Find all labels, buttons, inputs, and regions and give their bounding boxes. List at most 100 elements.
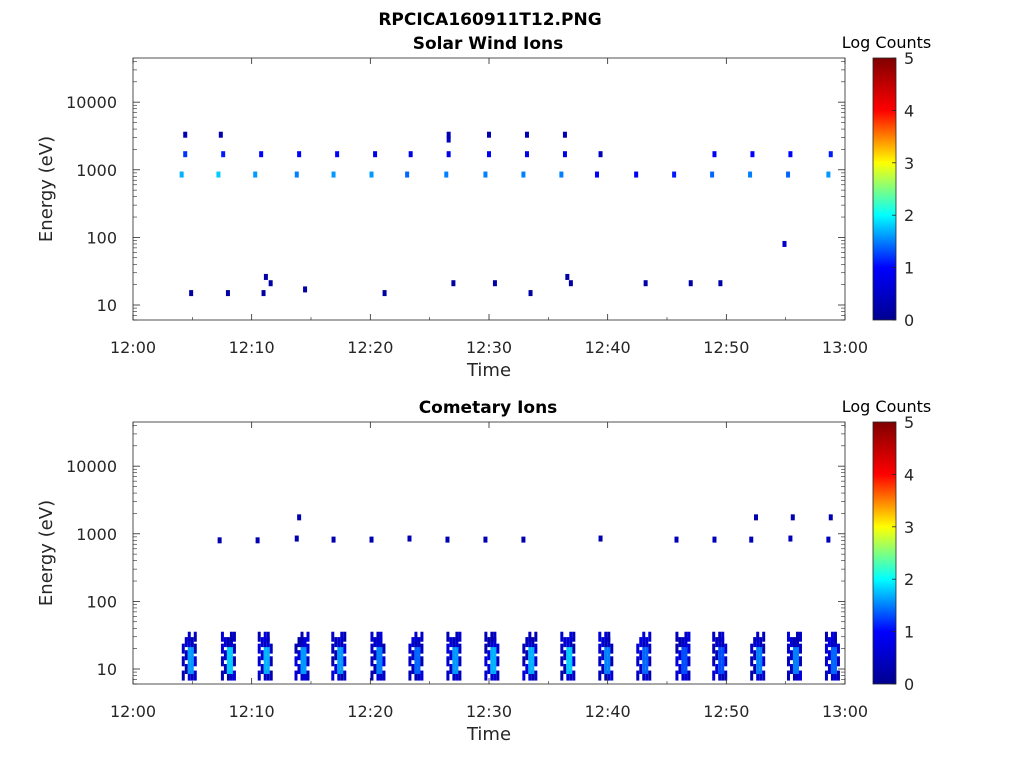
heatmap-cell [303,286,308,293]
heatmap-cell [786,171,791,178]
burst-cell [331,631,335,642]
burst-cell [792,670,796,681]
burst-cell [490,631,494,642]
burst-cell [414,637,418,648]
burst-cell [795,643,799,654]
burst-cell [569,650,573,661]
burst-cell [718,650,722,661]
heatmap-cell [369,536,374,543]
burst-cell [569,670,573,681]
burst-cell [753,650,757,661]
heatmap-cell [568,280,573,287]
x-tick-label: 12:10 [229,338,275,357]
burst-cell [724,643,728,654]
burst-cell [334,664,338,675]
burst-cell [792,643,796,654]
heatmap-cell [594,171,599,178]
burst-cell [522,670,526,681]
burst-cell [337,664,341,675]
burst-cell [604,631,608,642]
burst-cell [604,637,608,648]
burst-cell [795,670,799,681]
burst-cell [297,664,301,675]
burst-cell [190,643,194,654]
burst-cell [604,650,608,661]
burst-cell [610,670,614,681]
burst-cell [370,656,374,667]
heatmap-cell [445,536,450,543]
burst-cell [257,631,261,642]
burst-cell [563,637,567,648]
burst-cell [306,643,310,654]
burst-cell [684,670,688,681]
burst-cell [490,670,494,681]
burst-cell [525,637,529,648]
burst-cell [190,670,194,681]
burst-cell [490,664,494,675]
burst-cell [306,631,310,642]
burst-cell [715,650,719,661]
burst-cell [414,631,418,642]
burst-cell [762,656,766,667]
burst-cell [417,650,421,661]
burst-cell [232,643,236,654]
burst-cell [566,670,570,681]
burst-cell [414,670,418,681]
burst-cell [607,650,611,661]
burst-cell [836,656,840,667]
burst-cell [750,670,754,681]
burst-cell [337,643,341,654]
burst-cell [184,650,188,661]
heatmap-cell [562,151,567,158]
x-tick-label: 12:10 [229,702,275,721]
heatmap-cell [688,280,693,287]
heatmap-cell [598,535,603,542]
burst-cell [534,670,538,681]
burst-cell [531,643,535,654]
burst-cell [376,656,380,667]
burst-cell [455,637,459,648]
burst-cell [762,670,766,681]
burst-cell [187,643,191,654]
burst-cell [792,664,796,675]
burst-cell [827,637,831,648]
burst-cell [721,650,725,661]
burst-cell [452,664,456,675]
burst-cell [522,656,526,667]
axes-box [132,57,846,321]
burst-cell [257,670,261,681]
burst-cell [266,656,270,667]
burst-cell [786,656,790,667]
burst-cell [607,670,611,681]
burst-cell [379,664,383,675]
burst-cell [833,631,837,642]
burst-cell [566,643,570,654]
burst-cell [232,670,236,681]
burst-cell [792,637,796,648]
burst-cell [762,643,766,654]
burst-cell [266,637,270,648]
burst-cell [684,637,688,648]
burst-cell [598,631,602,642]
y-axis-label: Energy (eV) [36,500,57,606]
burst-cell [795,664,799,675]
burst-cell [789,637,793,648]
colorbar [872,57,897,321]
burst-cell [260,650,264,661]
burst-cell [484,643,488,654]
burst-cell [795,650,799,661]
colorbar-tick-label: 3 [904,154,914,173]
burst-cell [756,670,760,681]
burst-cell [833,650,837,661]
burst-cell [827,650,831,661]
y-tick-label: 100 [86,592,117,611]
colorbar-tick-label: 0 [904,311,914,330]
burst-cell [759,664,763,675]
burst-cell [684,650,688,661]
burst-cell [642,631,646,642]
burst-cell [190,650,194,661]
burst-cell [417,664,421,675]
burst-cell [636,656,640,667]
burst-cell [566,637,570,648]
colorbar-tick-label: 5 [904,49,914,68]
